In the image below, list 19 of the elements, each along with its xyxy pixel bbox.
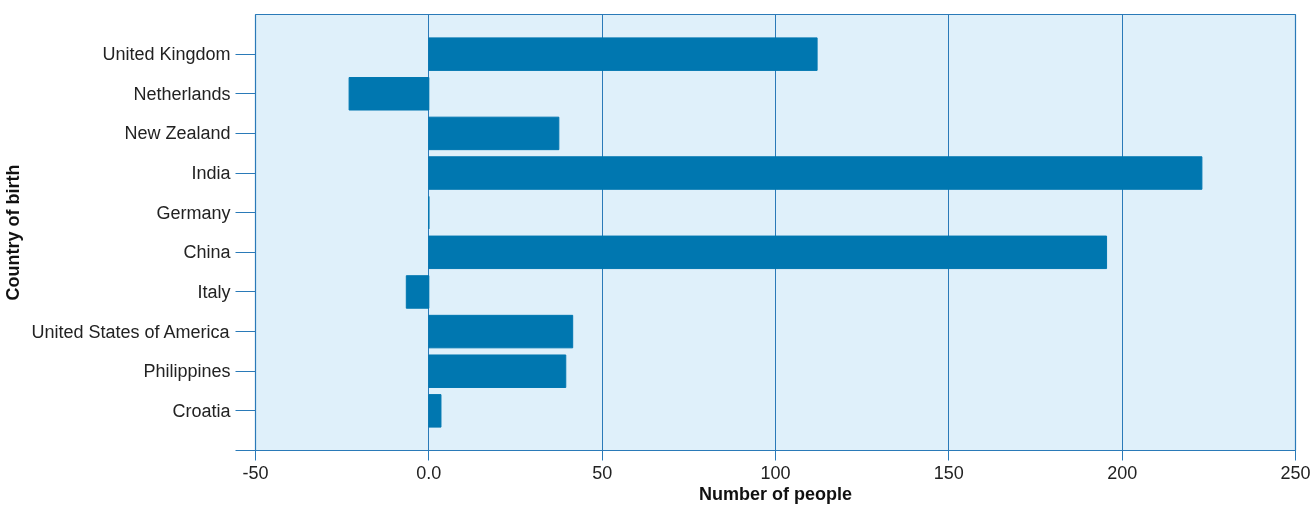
- x-tick-label: 250: [1280, 462, 1311, 483]
- x-tick-label: 0.0: [416, 462, 442, 483]
- y-tick-label: Germany: [156, 202, 231, 223]
- y-tick-label: United Kingdom: [102, 44, 231, 65]
- x-axis-title: Number of people: [699, 483, 853, 504]
- y-tick-label: United States of America: [31, 321, 231, 342]
- x-tick-label: 100: [760, 462, 791, 483]
- y-tick-label: Croatia: [172, 400, 232, 421]
- x-tick-label: -50: [242, 462, 269, 483]
- x-tick-label: 50: [592, 462, 613, 483]
- y-tick-label: Philippines: [143, 361, 231, 382]
- y-axis-title: Country of birth: [3, 164, 24, 301]
- x-tick-label: 150: [933, 462, 964, 483]
- y-tick-label: China: [183, 242, 232, 263]
- y-tick-label: New Zealand: [124, 123, 231, 144]
- x-tick-label: 200: [1107, 462, 1138, 483]
- y-tick-label: Italy: [197, 281, 231, 302]
- y-tick-label: Netherlands: [133, 83, 231, 104]
- y-tick-label: India: [191, 163, 232, 184]
